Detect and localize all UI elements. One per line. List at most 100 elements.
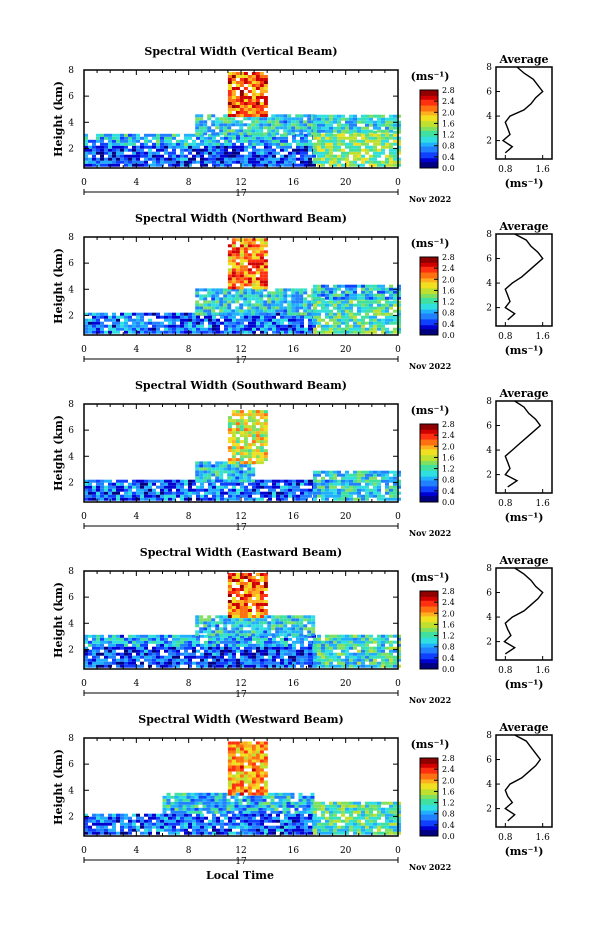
- heatmap-cell: [268, 315, 272, 319]
- heatmap-cell: [264, 664, 268, 668]
- heatmap-cell: [373, 151, 377, 155]
- heatmap-cell: [247, 582, 252, 585]
- heatmap-cell: [88, 816, 92, 820]
- heatmap-cell: [235, 129, 240, 133]
- heatmap-cell: [128, 658, 132, 662]
- heatmap-cell: [244, 494, 248, 498]
- heatmap-cell: [337, 664, 341, 668]
- heatmap-cell: [215, 615, 220, 619]
- heatmap-cell: [256, 154, 260, 158]
- heatmap-cell: [255, 294, 260, 298]
- heatmap-cell: [207, 618, 212, 622]
- heatmap-cell: [176, 655, 180, 659]
- heatmap-cell: [385, 139, 389, 143]
- heatmap-cell: [104, 664, 108, 668]
- heatmap-cell: [276, 139, 280, 143]
- colorbar-segment: [420, 620, 438, 623]
- heatmap-cell: [288, 318, 292, 322]
- heatmap-cell: [116, 154, 120, 158]
- heatmap-cell: [259, 630, 264, 634]
- colorbar-segment: [420, 117, 438, 120]
- x-tick-label: 16: [288, 679, 300, 689]
- heatmap-cell: [295, 624, 300, 628]
- heatmap-cell: [207, 470, 212, 474]
- heatmap-cell: [381, 649, 385, 653]
- heatmap-cell: [333, 157, 337, 161]
- heatmap-cell: [92, 646, 96, 650]
- heatmap-cell: [216, 488, 220, 492]
- heatmap-cell: [349, 485, 353, 489]
- heatmap-cell: [329, 157, 333, 161]
- heatmap-cell: [259, 286, 264, 290]
- heatmap-cell: [108, 327, 112, 331]
- heatmap-cell: [227, 585, 232, 588]
- heatmap-cell: [373, 306, 377, 310]
- heatmap-cell: [251, 90, 256, 93]
- heatmap-cell: [349, 640, 353, 644]
- heatmap-cell: [357, 479, 361, 483]
- heatmap-cell: [132, 822, 136, 826]
- heatmap-cell: [204, 330, 208, 334]
- heatmap-cell: [337, 661, 341, 665]
- heatmap-cell: [92, 831, 96, 835]
- heatmap-cell: [296, 133, 300, 137]
- heatmap-cell: [345, 284, 349, 288]
- heatmap-cell: [357, 139, 361, 143]
- heatmap-cell: [144, 655, 148, 659]
- heatmap-cell: [104, 142, 108, 146]
- heatmap-cell: [216, 664, 220, 668]
- heatmap-cell: [224, 154, 228, 158]
- heatmap-cell: [207, 479, 212, 483]
- heatmap-cell: [268, 649, 272, 653]
- heatmap-cell: [256, 658, 260, 662]
- heatmap-cell: [361, 497, 365, 501]
- y-tick-label: 6: [68, 593, 74, 603]
- heatmap-cell: [255, 603, 260, 606]
- heatmap-cell: [203, 312, 208, 316]
- heatmap-cell: [361, 646, 365, 650]
- heatmap-cell: [240, 494, 244, 498]
- heatmap-cell: [255, 117, 260, 121]
- heatmap-cell: [321, 482, 325, 486]
- heatmap-cell: [361, 139, 365, 143]
- heatmap-cell: [140, 136, 144, 140]
- heatmap-cell: [184, 145, 188, 149]
- heatmap-cell: [373, 148, 377, 152]
- heatmap-cell: [329, 287, 333, 291]
- heatmap-cell: [168, 497, 172, 501]
- heatmap-cell: [108, 142, 112, 146]
- heatmap-cell: [239, 449, 244, 453]
- heatmap-cell: [377, 497, 381, 501]
- heatmap-cell: [389, 491, 393, 495]
- heatmap-cell: [329, 139, 333, 143]
- heatmap-cell: [247, 238, 252, 242]
- heatmap-cell: [96, 494, 100, 498]
- heatmap-cell: [292, 479, 296, 483]
- heatmap-cell: [357, 154, 361, 158]
- heatmap-cell: [112, 324, 116, 328]
- heatmap-cell: [255, 244, 260, 248]
- heatmap-cell: [353, 482, 357, 486]
- heatmap-cell: [96, 318, 100, 322]
- heatmap-cell: [365, 637, 369, 641]
- colorbar-segment: [420, 482, 438, 485]
- heatmap-cell: [252, 327, 256, 331]
- heatmap-cell: [317, 652, 321, 656]
- heatmap-cell: [255, 582, 260, 585]
- heatmap-cell: [244, 649, 248, 653]
- heatmap-cell: [373, 330, 377, 334]
- heatmap-cell: [280, 664, 284, 668]
- heatmap-cell: [345, 296, 349, 300]
- heatmap-cell: [235, 102, 240, 105]
- heatmap-cell: [296, 661, 300, 665]
- heatmap-cell: [373, 293, 377, 297]
- colorbar-tick-label: 0.4: [442, 487, 455, 496]
- colorbar-segment: [420, 260, 438, 264]
- heatmap-cell: [321, 658, 325, 662]
- heatmap-cell: [112, 142, 116, 146]
- heatmap-cell: [389, 157, 393, 161]
- heatmap-cell: [373, 658, 377, 662]
- heatmap-cell: [259, 129, 264, 133]
- heatmap-cell: [168, 634, 172, 638]
- heatmap-cell: [252, 157, 256, 161]
